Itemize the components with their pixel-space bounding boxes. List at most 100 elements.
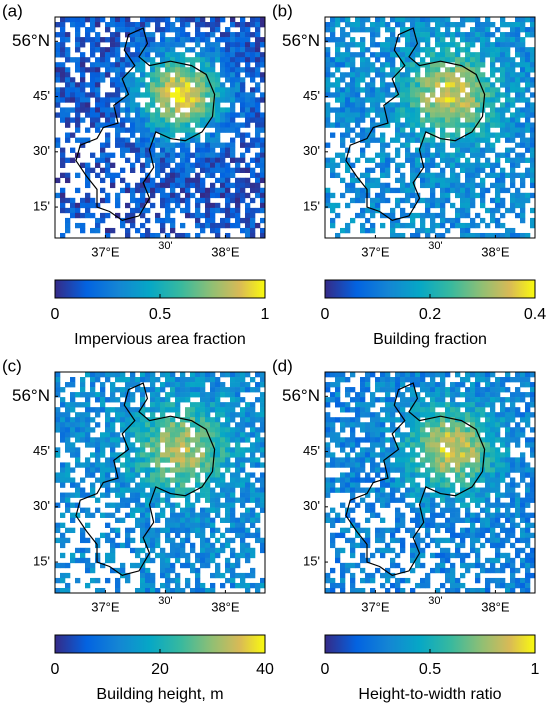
raster-cell (200, 163, 205, 168)
raster-cell (350, 472, 355, 477)
raster-cell (490, 533, 495, 538)
raster-cell (210, 543, 215, 548)
raster-cell (355, 112, 360, 117)
raster-cell (170, 457, 175, 462)
raster-cell (335, 518, 340, 523)
raster-cell (435, 143, 440, 148)
raster-cell (150, 452, 155, 457)
raster-cell (430, 128, 435, 133)
raster-cell (150, 57, 155, 62)
raster-cell (445, 87, 450, 92)
raster-cell (340, 37, 345, 42)
raster-cell (385, 188, 390, 193)
raster-cell (400, 183, 405, 188)
raster-cell (405, 112, 410, 117)
raster-cell (505, 77, 510, 82)
raster-cell (335, 77, 340, 82)
raster-cell (500, 223, 505, 228)
raster-cell (220, 472, 225, 477)
raster-cell (135, 208, 140, 213)
raster-cell (185, 377, 190, 382)
raster-cell (465, 447, 470, 452)
raster-cell (495, 508, 500, 513)
raster-cell (380, 518, 385, 523)
raster-cell (430, 462, 435, 467)
raster-cell (220, 412, 225, 417)
raster-cell (90, 483, 95, 488)
raster-cell (495, 498, 500, 503)
raster-cell (480, 72, 485, 77)
raster-cell (180, 372, 185, 377)
raster-cell (145, 538, 150, 543)
raster-cell (325, 417, 330, 422)
raster-cell (410, 543, 415, 548)
raster-cell (435, 432, 440, 437)
raster-cell (200, 382, 205, 387)
raster-cell (435, 513, 440, 518)
raster-cell (385, 198, 390, 203)
raster-cell (60, 422, 65, 427)
raster-cell (430, 508, 435, 513)
raster-cell (60, 32, 65, 37)
raster-cell (405, 153, 410, 158)
raster-cell (495, 467, 500, 472)
raster-cell (85, 417, 90, 422)
raster-cell (475, 102, 480, 107)
raster-cell (175, 128, 180, 133)
raster-cell (65, 107, 70, 112)
raster-cell (345, 472, 350, 477)
raster-cell (215, 102, 220, 107)
raster-cell (55, 138, 60, 143)
raster-cell (485, 77, 490, 82)
raster-cell (240, 417, 245, 422)
raster-cell (120, 223, 125, 228)
raster-cell (475, 213, 480, 218)
raster-cell (255, 153, 260, 158)
y-tick-label: 45' (33, 443, 50, 458)
raster-cell (360, 17, 365, 22)
raster-cell (430, 138, 435, 143)
raster-cell (490, 87, 495, 92)
raster-cell (440, 548, 445, 553)
raster-cell (245, 213, 250, 218)
raster-cell (165, 112, 170, 117)
raster-cell (130, 407, 135, 412)
raster-cell (335, 488, 340, 493)
raster-cell (525, 77, 530, 82)
raster-cell (75, 488, 80, 493)
raster-cell (100, 168, 105, 173)
raster-cell (420, 22, 425, 27)
raster-cell (170, 47, 175, 52)
raster-cell (415, 422, 420, 427)
raster-cell (200, 82, 205, 87)
raster-cell (200, 117, 205, 122)
raster-cell (175, 533, 180, 538)
raster-cell (210, 407, 215, 412)
raster-cell (185, 87, 190, 92)
raster-cell (250, 457, 255, 462)
raster-cell (120, 87, 125, 92)
raster-cell (340, 477, 345, 482)
raster-cell (165, 183, 170, 188)
raster-cell (365, 372, 370, 377)
raster-cell (150, 47, 155, 52)
raster-cell (325, 412, 330, 417)
raster-cell (500, 412, 505, 417)
raster-cell (70, 82, 75, 87)
raster-cell (410, 452, 415, 457)
raster-cell (255, 82, 260, 87)
raster-cell (325, 188, 330, 193)
raster-cell (205, 543, 210, 548)
raster-cell (245, 133, 250, 138)
raster-cell (460, 22, 465, 27)
raster-cell (245, 432, 250, 437)
raster-cell (155, 462, 160, 467)
raster-cell (110, 452, 115, 457)
raster-cell (365, 472, 370, 477)
raster-cell (95, 228, 100, 233)
raster-cell (100, 437, 105, 442)
raster-cell (185, 183, 190, 188)
raster-cell (215, 37, 220, 42)
raster-cell (140, 578, 145, 583)
